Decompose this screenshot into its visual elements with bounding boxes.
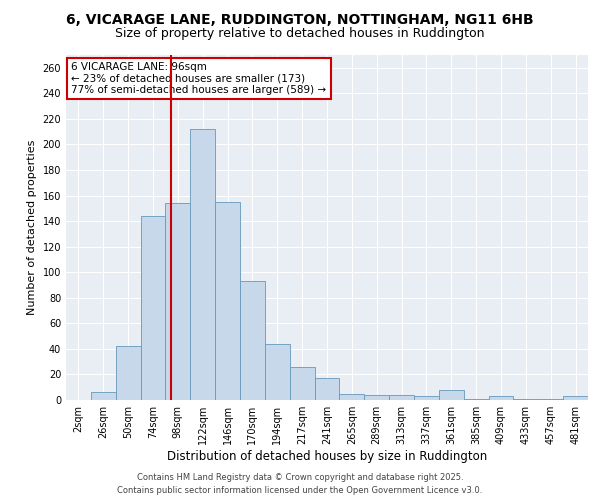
Bar <box>166 203 190 400</box>
Bar <box>389 395 414 400</box>
Bar <box>215 202 240 400</box>
Bar <box>488 396 514 400</box>
Bar <box>439 390 464 400</box>
Text: Contains HM Land Registry data © Crown copyright and database right 2025.
Contai: Contains HM Land Registry data © Crown c… <box>118 474 482 495</box>
Bar <box>514 398 538 400</box>
Bar <box>91 392 116 400</box>
Text: Size of property relative to detached houses in Ruddington: Size of property relative to detached ho… <box>115 28 485 40</box>
Bar <box>563 396 588 400</box>
Bar <box>265 344 290 400</box>
Bar <box>314 378 340 400</box>
Bar <box>190 129 215 400</box>
Bar <box>140 216 166 400</box>
X-axis label: Distribution of detached houses by size in Ruddington: Distribution of detached houses by size … <box>167 450 487 463</box>
Bar <box>240 281 265 400</box>
Bar <box>290 367 314 400</box>
Bar <box>116 346 140 400</box>
Bar <box>340 394 364 400</box>
Bar <box>364 395 389 400</box>
Bar <box>414 396 439 400</box>
Text: 6 VICARAGE LANE: 96sqm
← 23% of detached houses are smaller (173)
77% of semi-de: 6 VICARAGE LANE: 96sqm ← 23% of detached… <box>71 62 326 95</box>
Bar <box>538 398 563 400</box>
Text: 6, VICARAGE LANE, RUDDINGTON, NOTTINGHAM, NG11 6HB: 6, VICARAGE LANE, RUDDINGTON, NOTTINGHAM… <box>66 12 534 26</box>
Y-axis label: Number of detached properties: Number of detached properties <box>27 140 37 315</box>
Bar <box>464 398 488 400</box>
